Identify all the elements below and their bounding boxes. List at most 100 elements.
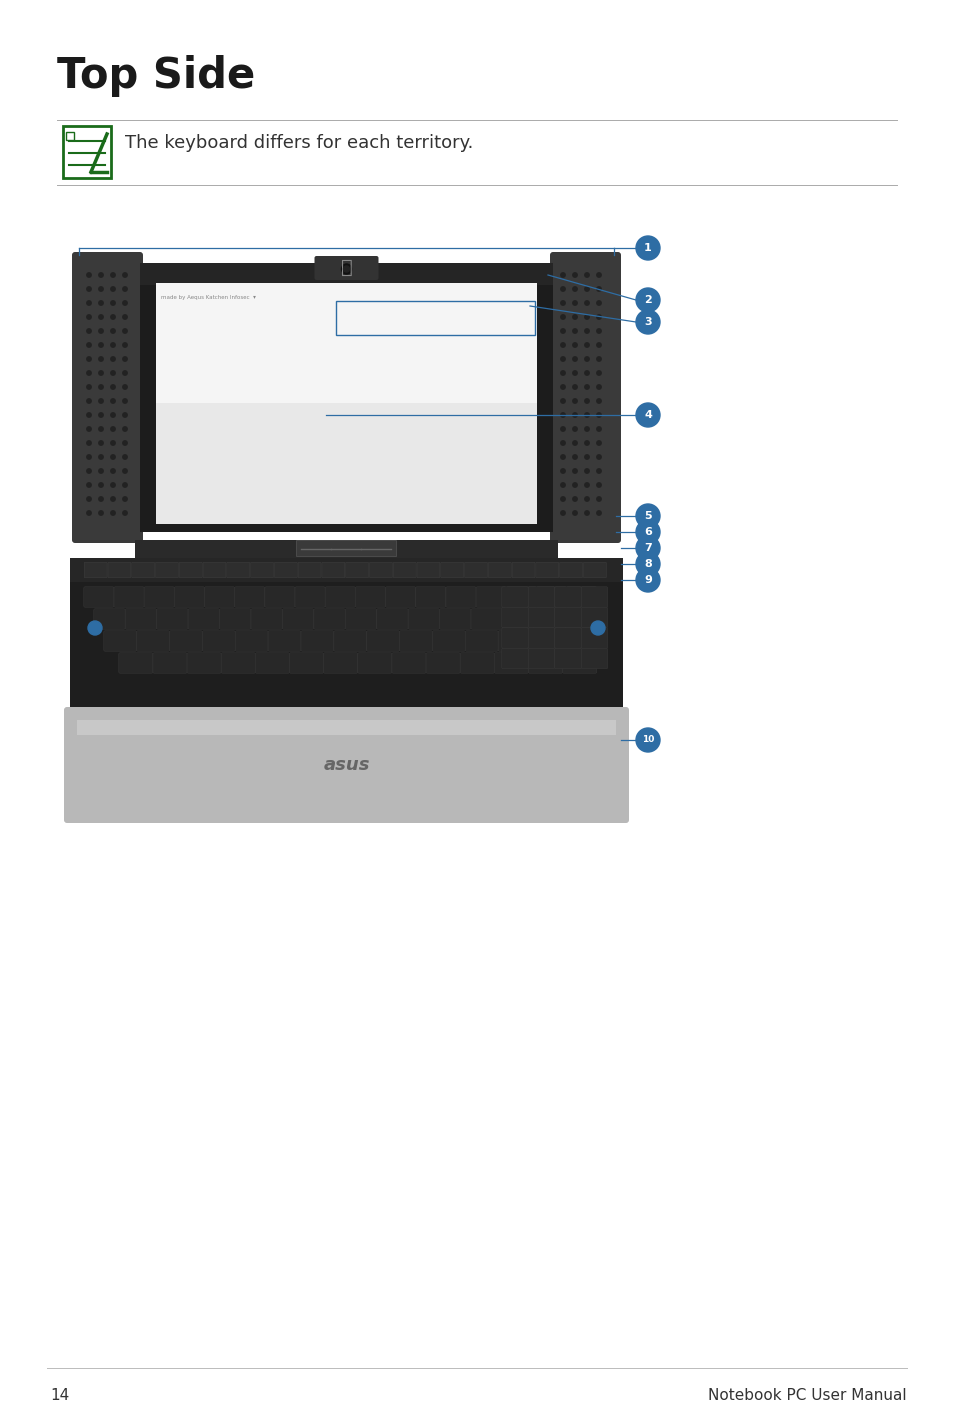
Circle shape xyxy=(99,482,103,488)
FancyBboxPatch shape xyxy=(234,587,265,607)
Circle shape xyxy=(87,496,91,501)
Bar xyxy=(140,262,553,532)
Bar xyxy=(336,301,535,335)
Bar xyxy=(296,540,396,556)
Circle shape xyxy=(572,343,577,347)
FancyBboxPatch shape xyxy=(555,648,580,669)
Circle shape xyxy=(572,413,577,417)
Circle shape xyxy=(99,272,103,277)
Circle shape xyxy=(590,621,604,635)
Circle shape xyxy=(560,370,564,376)
Circle shape xyxy=(560,301,564,305)
Circle shape xyxy=(597,398,600,403)
FancyBboxPatch shape xyxy=(501,607,528,628)
FancyBboxPatch shape xyxy=(445,587,476,607)
Text: 5: 5 xyxy=(643,510,651,520)
FancyBboxPatch shape xyxy=(70,559,622,710)
Circle shape xyxy=(597,370,600,376)
FancyBboxPatch shape xyxy=(416,562,439,577)
Circle shape xyxy=(88,621,102,635)
FancyBboxPatch shape xyxy=(555,607,580,628)
FancyBboxPatch shape xyxy=(459,652,494,674)
Circle shape xyxy=(87,272,91,277)
FancyBboxPatch shape xyxy=(345,608,376,630)
Circle shape xyxy=(572,357,577,362)
FancyBboxPatch shape xyxy=(563,631,596,651)
Bar xyxy=(140,262,553,285)
FancyBboxPatch shape xyxy=(494,652,528,674)
Circle shape xyxy=(597,329,600,333)
Bar xyxy=(156,442,537,484)
Bar xyxy=(156,484,537,523)
FancyBboxPatch shape xyxy=(501,628,528,648)
Text: 6: 6 xyxy=(643,527,651,537)
Circle shape xyxy=(99,413,103,417)
Circle shape xyxy=(572,496,577,501)
Circle shape xyxy=(584,315,589,319)
Circle shape xyxy=(123,413,127,417)
Circle shape xyxy=(87,329,91,333)
FancyBboxPatch shape xyxy=(345,562,368,577)
FancyBboxPatch shape xyxy=(251,608,282,630)
Circle shape xyxy=(87,413,91,417)
FancyBboxPatch shape xyxy=(471,608,502,630)
FancyBboxPatch shape xyxy=(464,562,487,577)
Circle shape xyxy=(584,370,589,376)
FancyBboxPatch shape xyxy=(274,562,297,577)
Circle shape xyxy=(87,482,91,488)
FancyBboxPatch shape xyxy=(251,562,274,577)
FancyBboxPatch shape xyxy=(84,587,113,607)
FancyBboxPatch shape xyxy=(528,652,562,674)
FancyBboxPatch shape xyxy=(282,608,314,630)
FancyBboxPatch shape xyxy=(501,648,528,669)
Circle shape xyxy=(87,370,91,376)
Circle shape xyxy=(111,455,115,459)
Circle shape xyxy=(123,286,127,291)
Text: made by Aequs Katchen Infosec  ▾: made by Aequs Katchen Infosec ▾ xyxy=(161,295,255,301)
Circle shape xyxy=(123,315,127,319)
FancyBboxPatch shape xyxy=(536,562,558,577)
FancyBboxPatch shape xyxy=(298,562,321,577)
FancyBboxPatch shape xyxy=(155,562,178,577)
FancyBboxPatch shape xyxy=(93,608,125,630)
Bar xyxy=(156,284,537,323)
FancyBboxPatch shape xyxy=(294,587,325,607)
Circle shape xyxy=(123,301,127,305)
Text: 4: 4 xyxy=(643,410,651,420)
Circle shape xyxy=(560,496,564,501)
FancyBboxPatch shape xyxy=(465,631,497,651)
Circle shape xyxy=(111,329,115,333)
FancyBboxPatch shape xyxy=(562,652,596,674)
Circle shape xyxy=(584,413,589,417)
FancyBboxPatch shape xyxy=(71,252,143,543)
Circle shape xyxy=(99,469,103,474)
Circle shape xyxy=(584,398,589,403)
Text: 14: 14 xyxy=(50,1388,70,1402)
FancyBboxPatch shape xyxy=(426,652,459,674)
Circle shape xyxy=(584,272,589,277)
Circle shape xyxy=(560,455,564,459)
Text: 10: 10 xyxy=(641,736,654,744)
FancyBboxPatch shape xyxy=(555,587,580,607)
Circle shape xyxy=(597,301,600,305)
Circle shape xyxy=(99,329,103,333)
Circle shape xyxy=(99,398,103,403)
Circle shape xyxy=(560,315,564,319)
Bar xyxy=(70,559,622,581)
Circle shape xyxy=(597,315,600,319)
Text: 2: 2 xyxy=(643,295,651,305)
Circle shape xyxy=(636,403,659,427)
FancyBboxPatch shape xyxy=(580,587,607,607)
Bar xyxy=(156,363,537,403)
Circle shape xyxy=(99,315,103,319)
Circle shape xyxy=(123,427,127,431)
FancyBboxPatch shape xyxy=(187,652,221,674)
FancyBboxPatch shape xyxy=(136,631,170,651)
FancyBboxPatch shape xyxy=(321,562,344,577)
Bar xyxy=(66,132,74,140)
FancyBboxPatch shape xyxy=(108,562,131,577)
FancyBboxPatch shape xyxy=(559,562,582,577)
Circle shape xyxy=(572,510,577,515)
Circle shape xyxy=(584,427,589,431)
Circle shape xyxy=(87,286,91,291)
